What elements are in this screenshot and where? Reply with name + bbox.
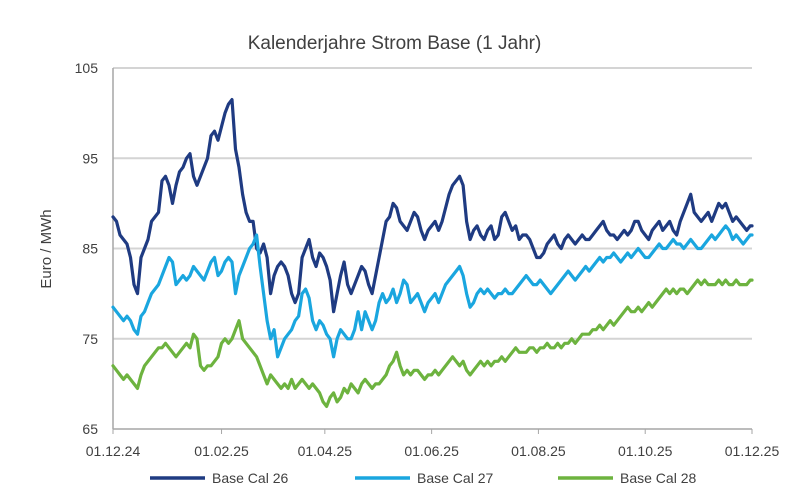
x-tick-label: 01.08.25 <box>511 443 566 459</box>
y-axis-label: Euro / MWh <box>38 209 55 288</box>
legend-label: Base Cal 28 <box>620 470 696 486</box>
y-tick-label: 95 <box>82 150 98 166</box>
x-tick-label: 01.12.25 <box>725 443 780 459</box>
legend: Base Cal 26 Base Cal 27 Base Cal 28 <box>150 470 696 486</box>
y-tick-label: 75 <box>82 331 98 347</box>
series-line-3 <box>111 278 754 408</box>
x-tick-label: 01.04.25 <box>298 443 353 459</box>
series-line-1 <box>111 98 754 314</box>
x-tick-label: 01.10.25 <box>618 443 673 459</box>
x-tick-label: 01.06.25 <box>404 443 459 459</box>
series-line-2 <box>111 224 754 359</box>
gridlines <box>113 67 752 340</box>
legend-item-2: Base Cal 27 <box>355 470 493 486</box>
series-lines <box>111 98 754 408</box>
legend-label: Base Cal 27 <box>417 470 493 486</box>
y-tick-label: 105 <box>75 60 99 76</box>
legend-item-3: Base Cal 28 <box>558 470 696 486</box>
legend-item-1: Base Cal 26 <box>150 470 288 486</box>
legend-label: Base Cal 26 <box>212 470 288 486</box>
x-tick-label: 01.02.25 <box>194 443 249 459</box>
axes: 65 75 85 95 105 01.12.24 01.02.25 01.04.25 01.06… <box>75 60 780 459</box>
x-tick-label: 01.12.24 <box>86 443 141 459</box>
chart-title: Kalenderjahre Strom Base (1 Jahr) <box>247 33 542 54</box>
y-tick-label: 65 <box>82 421 98 437</box>
y-tick-label: 85 <box>82 241 98 257</box>
